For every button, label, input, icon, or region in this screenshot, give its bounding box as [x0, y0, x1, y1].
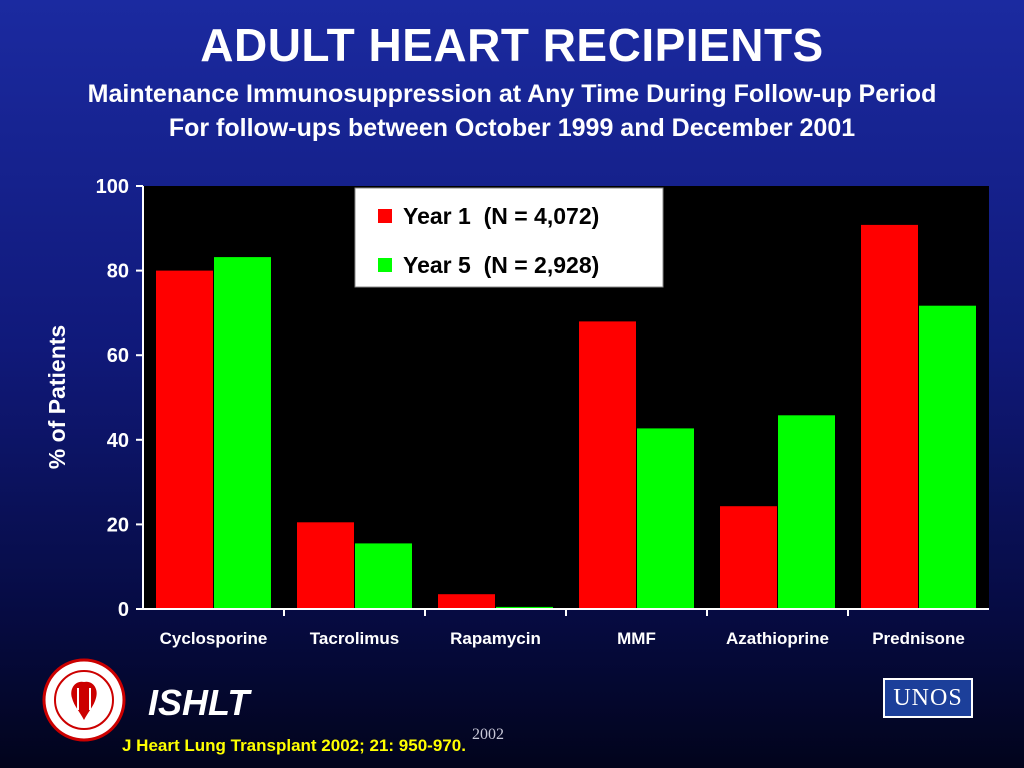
bar-chart: 0 20 40 60 80 100 Cyclosporine Tacrolimus Rapam…	[44, 176, 989, 648]
bar-year1-prednisone	[861, 224, 918, 609]
x-category-label: Tacrolimus	[310, 629, 399, 648]
unos-logo-text: UNOS	[893, 684, 963, 711]
x-category-label: Azathioprine	[726, 629, 829, 648]
bar-year1-tacrolimus	[297, 522, 354, 609]
bar-year1-cyclosporine	[156, 270, 213, 609]
legend-label-year5: Year 5 (N = 2,928)	[403, 252, 599, 278]
x-category-label: Cyclosporine	[160, 629, 268, 648]
bar-year5-cyclosporine	[214, 257, 271, 609]
y-tick-label: 80	[107, 261, 129, 283]
x-category-label: MMF	[617, 629, 656, 648]
y-tick-label: 0	[118, 599, 129, 621]
unos-logo: UNOS	[883, 678, 973, 718]
bar-year1-azathioprine	[720, 506, 777, 609]
y-ticks: 0 20 40 60 80 100	[96, 176, 143, 621]
bar-year5-tacrolimus	[355, 543, 412, 609]
x-category-labels: Cyclosporine Tacrolimus Rapamycin MMF Azathi…	[160, 609, 965, 648]
slide-subtitle-1: Maintenance Immunosuppression at Any Tim…	[87, 80, 937, 108]
bar-year5-prednisone	[919, 305, 976, 609]
bar-year1-mmf	[579, 321, 636, 609]
slide-subtitle-2: For follow-ups between October 1999 and …	[168, 114, 856, 142]
slide-title: ADULT HEART RECIPIENTS	[200, 19, 824, 71]
y-tick-label: 60	[107, 345, 129, 367]
legend-swatch-year1	[378, 209, 392, 223]
bar-year5-rapamycin	[496, 606, 553, 609]
citation: J Heart Lung Transplant 2002; 21: 950-97…	[122, 736, 466, 755]
y-tick-label: 100	[96, 176, 129, 198]
bars-layer	[156, 224, 976, 609]
y-axis-title: % of Patients	[44, 325, 70, 469]
x-category-label: Rapamycin	[450, 629, 541, 648]
x-category-label: Prednisone	[872, 629, 965, 648]
legend: Year 1 (N = 4,072) Year 5 (N = 2,928)	[354, 187, 664, 288]
y-tick-label: 20	[107, 514, 129, 536]
bar-year1-rapamycin	[438, 594, 495, 609]
legend-label-year1: Year 1 (N = 4,072)	[403, 203, 599, 229]
bar-year5-azathioprine	[778, 415, 835, 609]
y-tick-label: 40	[107, 430, 129, 452]
legend-swatch-year5	[378, 258, 392, 272]
org-name: ISHLT	[148, 682, 250, 723]
ishlt-seal-icon	[42, 658, 126, 742]
bar-year5-mmf	[637, 428, 694, 609]
legend-box	[354, 187, 664, 288]
year-stamp: 2002	[472, 726, 504, 743]
